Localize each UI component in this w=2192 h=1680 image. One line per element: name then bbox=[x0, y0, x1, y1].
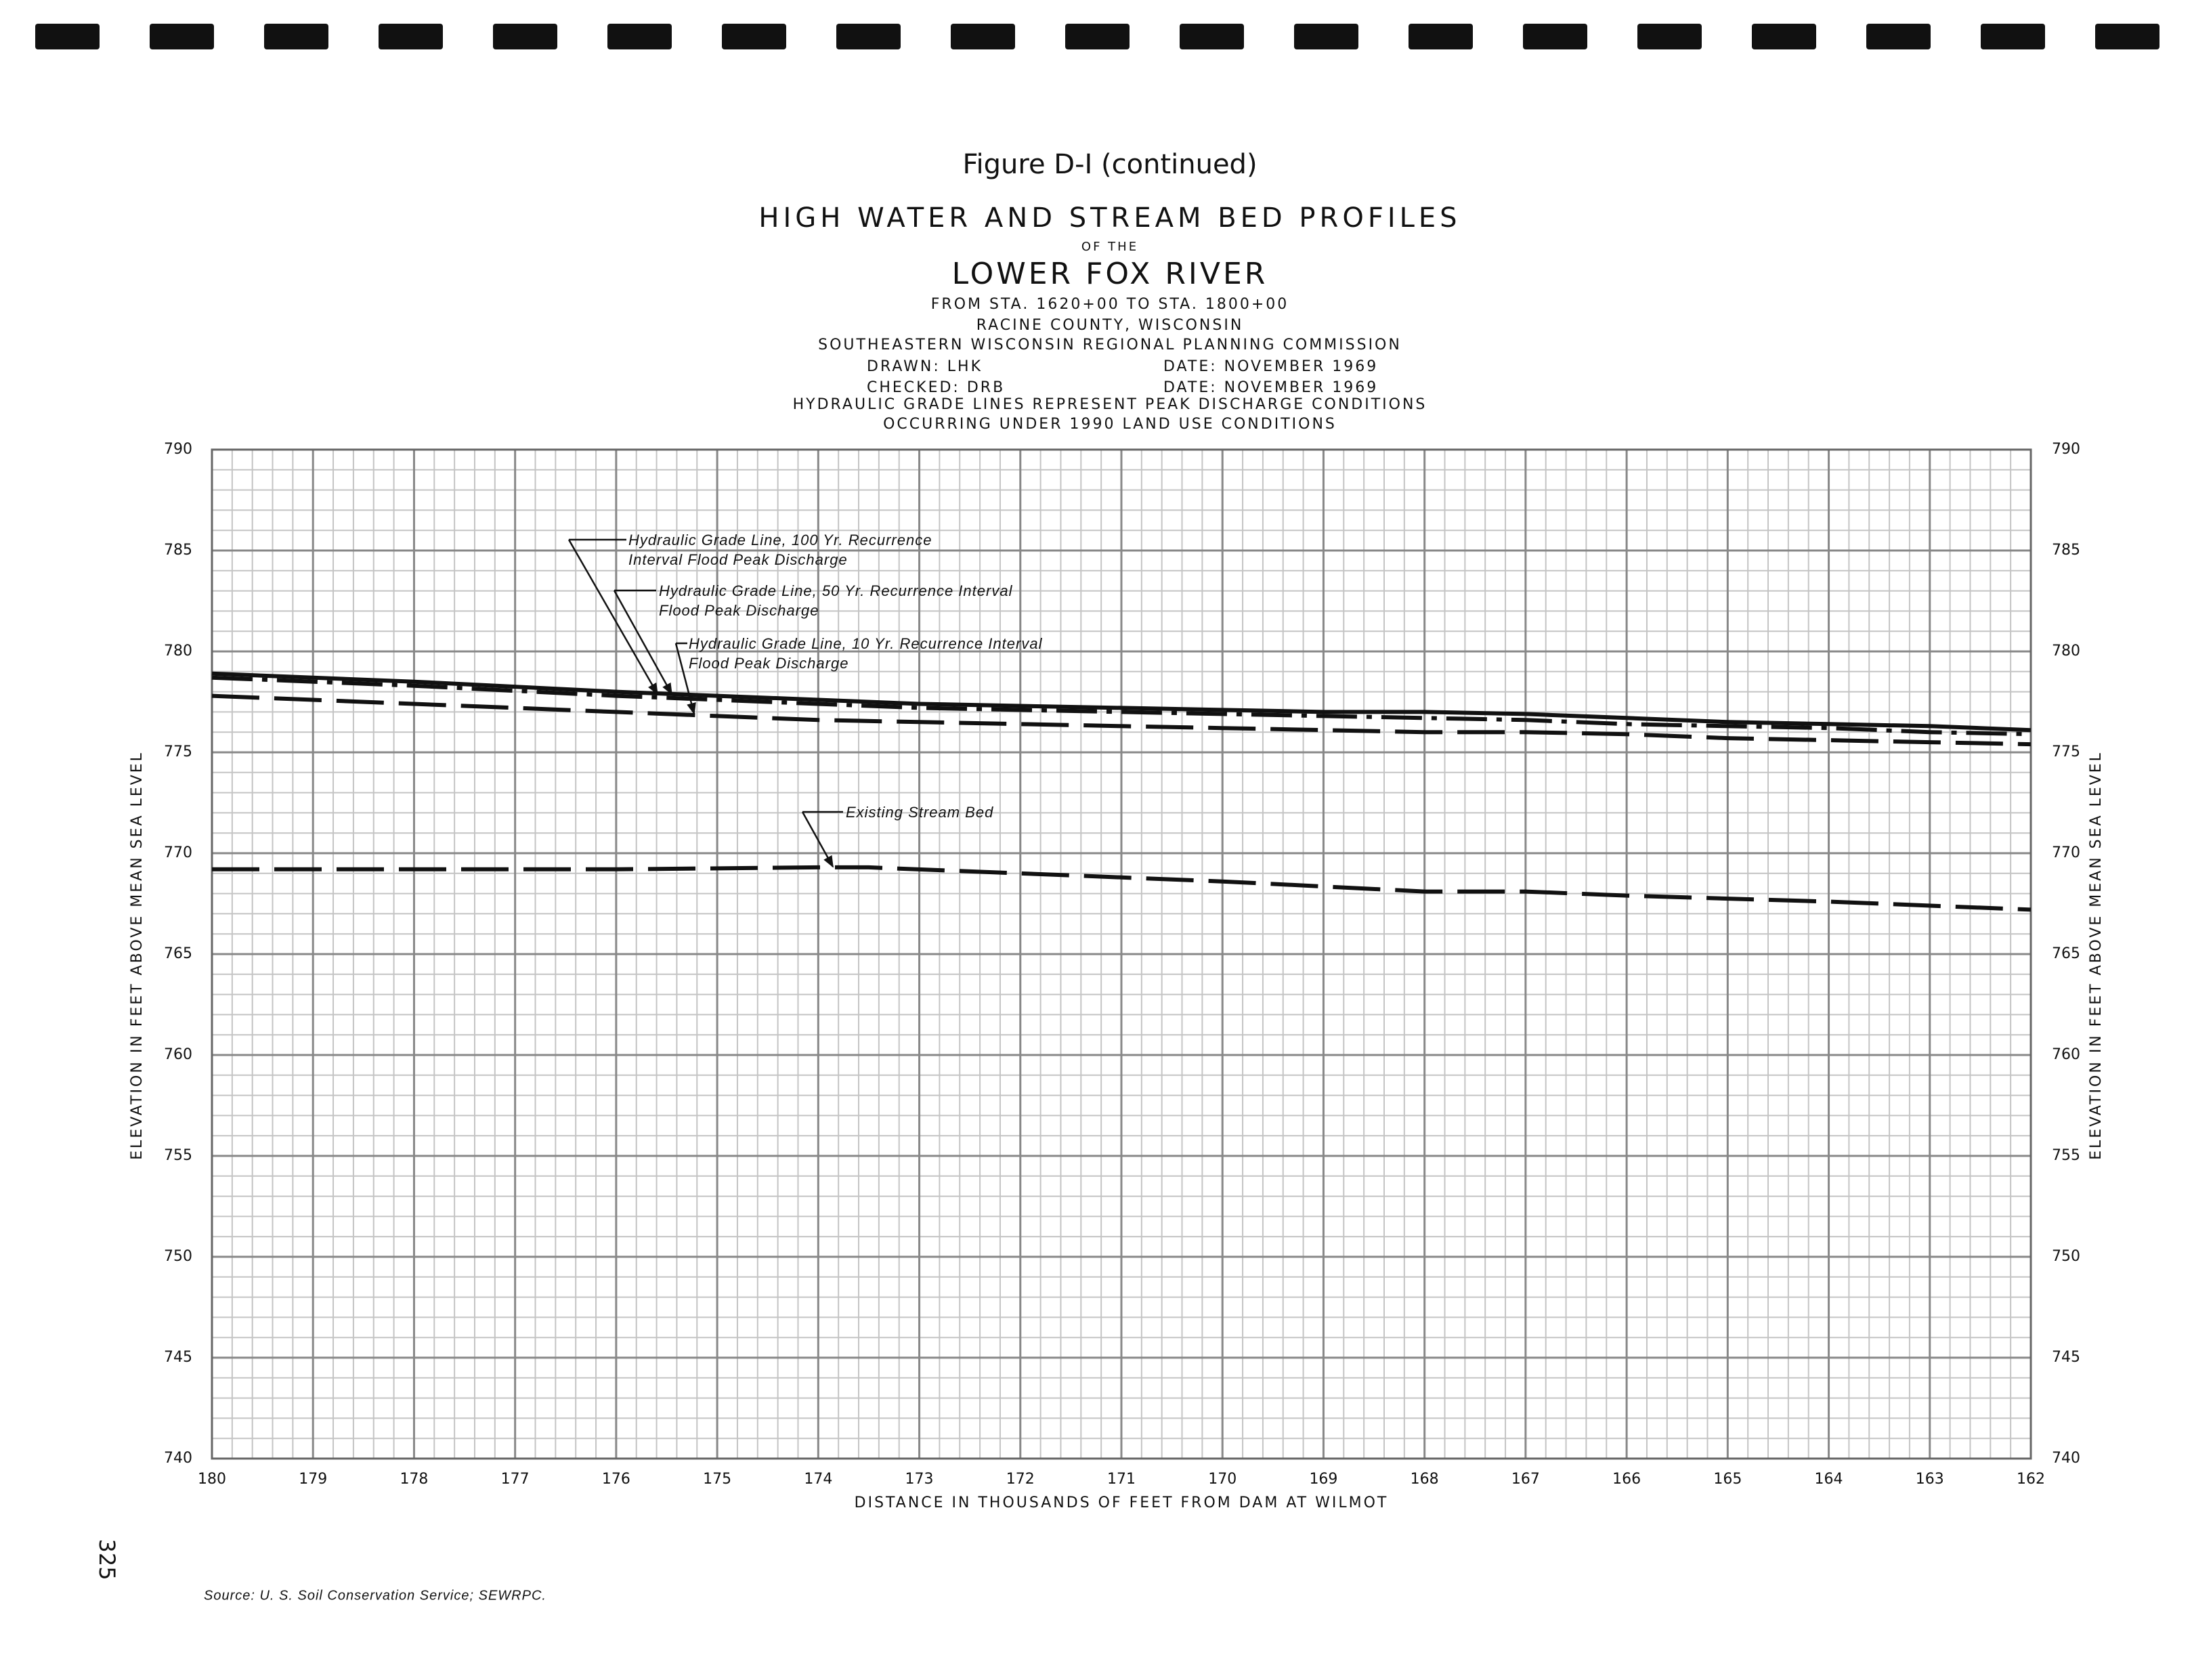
series-annotation: Hydraulic Grade Line, 100 Yr. Recurrence… bbox=[628, 532, 932, 568]
location: RACINE COUNTY, WISCONSIN bbox=[976, 317, 1244, 334]
y-tick-label: 740 bbox=[164, 1450, 192, 1467]
x-tick-label: 162 bbox=[2017, 1471, 2045, 1488]
binding-hole bbox=[1065, 24, 1130, 49]
x-tick-label: 170 bbox=[1208, 1471, 1237, 1488]
y-tick-label: 755 bbox=[164, 1147, 192, 1164]
series-annotation: Existing Stream Bed bbox=[846, 804, 994, 821]
binding-hole bbox=[951, 24, 1015, 49]
figure-label: Figure D-I (continued) bbox=[962, 149, 1257, 180]
y-axis-label: ELEVATION IN FEET ABOVE MEAN SEA LEVEL bbox=[129, 751, 146, 1160]
x-tick-label: 166 bbox=[1612, 1471, 1641, 1488]
binding-hole bbox=[493, 24, 557, 49]
y-tick-label: 750 bbox=[164, 1248, 192, 1265]
y-tick-label-right: 755 bbox=[2052, 1147, 2080, 1164]
binding-hole bbox=[607, 24, 672, 49]
x-tick-label: 169 bbox=[1309, 1471, 1337, 1488]
grid bbox=[211, 448, 2032, 1460]
x-tick-label: 163 bbox=[1916, 1471, 1944, 1488]
title-connector: OF THE bbox=[1081, 240, 1138, 254]
leader-arrow bbox=[801, 811, 834, 868]
binding-hole bbox=[1981, 24, 2045, 49]
agency: SOUTHEASTERN WISCONSIN REGIONAL PLANNING… bbox=[818, 337, 1402, 353]
y-tick-label: 780 bbox=[164, 643, 192, 660]
binding-hole bbox=[1294, 24, 1358, 49]
binding-hole bbox=[1180, 24, 1244, 49]
leader-arrow bbox=[674, 643, 696, 715]
leader-arrow bbox=[613, 590, 673, 695]
source-note: Source: U. S. Soil Conservation Service;… bbox=[204, 1588, 546, 1603]
binding-hole bbox=[2095, 24, 2159, 49]
x-tick-label: 179 bbox=[299, 1471, 327, 1488]
y-tick-label-right: 760 bbox=[2052, 1046, 2080, 1063]
x-tick-label: 174 bbox=[804, 1471, 832, 1488]
series-annotation: Hydraulic Grade Line, 10 Yr. Recurrence … bbox=[689, 635, 1043, 672]
binding-hole bbox=[264, 24, 328, 49]
y-tick-label: 760 bbox=[164, 1046, 192, 1063]
x-tick-label: 164 bbox=[1815, 1471, 1843, 1488]
page-number: 325 bbox=[94, 1538, 120, 1580]
binding-hole bbox=[379, 24, 443, 49]
x-axis-label: DISTANCE IN THOUSANDS OF FEET FROM DAM A… bbox=[855, 1494, 1389, 1511]
x-tick-label: 167 bbox=[1511, 1471, 1540, 1488]
x-tick-label: 168 bbox=[1411, 1471, 1439, 1488]
leader-arrow bbox=[567, 539, 659, 695]
y-tick-label-right: 765 bbox=[2052, 945, 2080, 962]
y-tick-label-right: 770 bbox=[2052, 844, 2080, 861]
x-tick-label: 177 bbox=[501, 1471, 530, 1488]
y-tick-label: 785 bbox=[164, 542, 192, 559]
y-tick-label-right: 740 bbox=[2052, 1450, 2080, 1467]
x-tick-label: 165 bbox=[1713, 1471, 1742, 1488]
y-tick-label-right: 790 bbox=[2052, 441, 2080, 458]
note: HYDRAULIC GRADE LINES REPRESENT PEAK DIS… bbox=[793, 396, 1427, 413]
x-tick-label: 175 bbox=[703, 1471, 731, 1488]
y-tick-label-right: 780 bbox=[2052, 643, 2080, 660]
drawn: DRAWN: LHK bbox=[867, 358, 983, 375]
binding-hole bbox=[722, 24, 786, 49]
chart-title: HIGH WATER AND STREAM BED PROFILES bbox=[758, 202, 1461, 234]
y-tick-label-right: 750 bbox=[2052, 1248, 2080, 1265]
y-tick-label: 770 bbox=[164, 844, 192, 861]
series-line bbox=[211, 671, 2032, 733]
checked-date: DATE: NOVEMBER 1969 bbox=[1163, 379, 1378, 396]
binding-hole bbox=[1752, 24, 1816, 49]
binding-hole bbox=[1409, 24, 1473, 49]
y-axis-label-right: ELEVATION IN FEET ABOVE MEAN SEA LEVEL bbox=[2088, 751, 2105, 1160]
x-tick-label: 173 bbox=[905, 1471, 934, 1488]
binding-hole bbox=[1866, 24, 1931, 49]
binding-hole bbox=[836, 24, 901, 49]
checked: CHECKED: DRB bbox=[867, 379, 1005, 396]
reach: FROM STA. 1620+00 TO STA. 1800+00 bbox=[931, 296, 1289, 313]
y-tick-label: 745 bbox=[164, 1349, 192, 1366]
x-tick-label: 180 bbox=[198, 1471, 226, 1488]
y-tick-label: 790 bbox=[164, 441, 192, 458]
y-tick-label-right: 775 bbox=[2052, 744, 2080, 760]
series-line bbox=[211, 693, 2032, 747]
binding-holes bbox=[35, 24, 2159, 49]
note: OCCURRING UNDER 1990 LAND USE CONDITIONS bbox=[883, 416, 1337, 433]
y-tick-label-right: 785 bbox=[2052, 542, 2080, 559]
binding-hole bbox=[1637, 24, 1702, 49]
drawn-date: DATE: NOVEMBER 1969 bbox=[1163, 358, 1378, 375]
series-line bbox=[212, 865, 2032, 912]
x-tick-label: 178 bbox=[400, 1471, 428, 1488]
x-tick-label: 171 bbox=[1107, 1471, 1136, 1488]
x-tick-label: 176 bbox=[602, 1471, 630, 1488]
y-tick-label-right: 745 bbox=[2052, 1349, 2080, 1366]
binding-hole bbox=[1523, 24, 1587, 49]
x-tick-label: 172 bbox=[1006, 1471, 1035, 1488]
y-tick-label: 775 bbox=[164, 744, 192, 760]
binding-hole bbox=[150, 24, 214, 49]
y-tick-label: 765 bbox=[164, 945, 192, 962]
chart-subtitle: LOWER FOX RIVER bbox=[952, 257, 1268, 291]
series-line bbox=[211, 675, 2032, 737]
plot-frame bbox=[211, 448, 2032, 1460]
series-annotation: Hydraulic Grade Line, 50 Yr. Recurrence … bbox=[659, 582, 1013, 619]
binding-hole bbox=[35, 24, 100, 49]
